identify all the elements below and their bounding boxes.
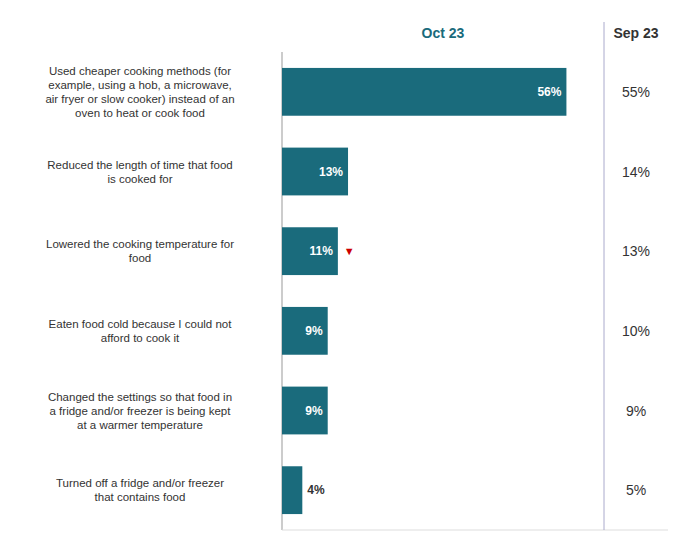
bar — [282, 387, 328, 435]
category-label: Lowered the cooking temperature forfood — [46, 238, 234, 264]
category-label: Turned off a fridge and/or freezerthat c… — [56, 477, 224, 503]
data-label: 13% — [319, 165, 343, 179]
category-label: Used cheaper cooking methods (forexample… — [45, 65, 234, 119]
bar — [282, 68, 566, 116]
bars — [282, 68, 566, 514]
category-label: Changed the settings so that food ina fr… — [48, 391, 232, 431]
bar — [282, 148, 348, 196]
column-header: Sep 23 — [613, 25, 658, 41]
bar — [282, 227, 338, 275]
column-value: 55% — [622, 84, 650, 100]
y-axis-line — [282, 52, 283, 530]
column-separator — [604, 22, 605, 530]
column-value: 9% — [626, 403, 646, 419]
x-axis-line — [282, 530, 668, 531]
column-header: Oct 23 — [422, 25, 465, 41]
category-label: Eaten food cold because I could notaffor… — [49, 318, 233, 344]
data-label: 4% — [307, 483, 325, 497]
bar — [282, 307, 328, 355]
data-label: 9% — [305, 404, 323, 418]
annotation: ▼ — [344, 245, 355, 257]
data-label: 56% — [537, 85, 561, 99]
category-label: Reduced the length of time that foodis c… — [47, 159, 232, 185]
bar — [282, 466, 302, 514]
column-value: 14% — [622, 164, 650, 180]
column-value: 10% — [622, 323, 650, 339]
data-label: 11% — [310, 244, 334, 258]
chart: Oct 23 Sep 23 Used cheaper cooking methods… — [0, 0, 681, 547]
column-value: 13% — [622, 243, 650, 259]
data-label: 9% — [305, 324, 323, 338]
chart-container: Oct 23 Sep 23 Used cheaper cooking methods… — [0, 0, 681, 547]
column-value: 5% — [626, 482, 646, 498]
